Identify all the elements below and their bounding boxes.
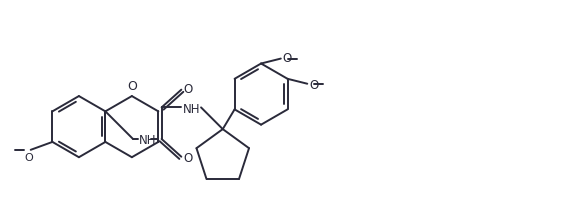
Text: O: O xyxy=(127,80,137,93)
Text: NH: NH xyxy=(139,134,157,147)
Text: NH: NH xyxy=(183,102,201,115)
Text: O: O xyxy=(309,79,319,92)
Text: O: O xyxy=(183,83,192,96)
Text: O: O xyxy=(183,152,192,164)
Text: O: O xyxy=(283,52,292,65)
Text: O: O xyxy=(24,152,33,162)
